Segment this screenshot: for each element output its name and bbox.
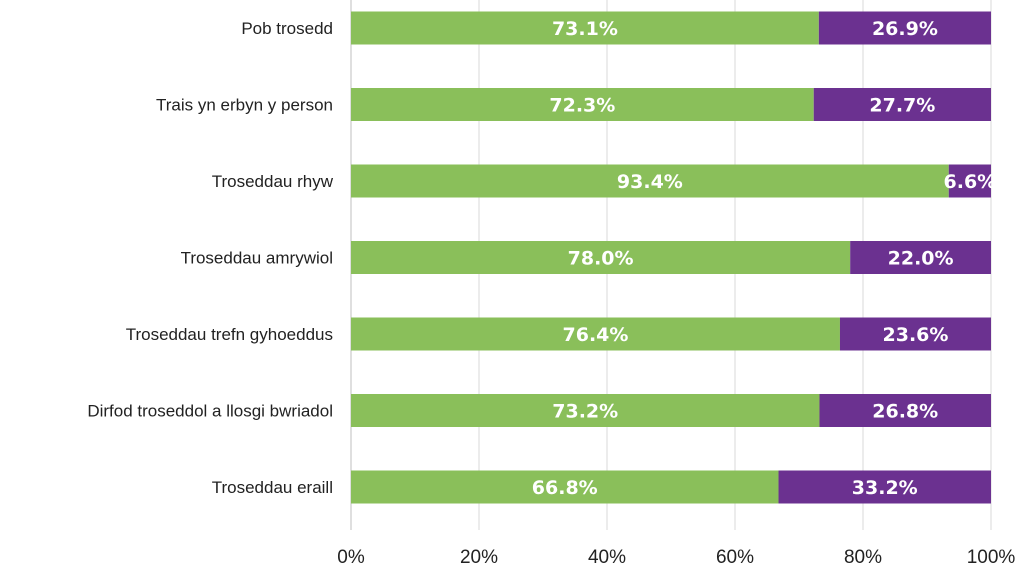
- labels-layer: 73.1% 26.9% 72.3% 27.7% 93.4% 6.6% 78.0% 22.0% 7…: [532, 18, 996, 499]
- bar-segment-series-1: [351, 394, 820, 427]
- bar-segment-series-1: [351, 11, 819, 45]
- data-label: 93.4%: [617, 171, 683, 193]
- data-label: 6.6%: [944, 171, 997, 193]
- bars-layer: [351, 11, 991, 504]
- bar-segment-series-2: [818, 11, 991, 45]
- x-tick-label: 60%: [716, 547, 754, 568]
- data-label: 73.1%: [552, 18, 618, 40]
- category-label: Trais yn erbyn y person: [156, 96, 333, 115]
- x-axis-tick-labels: 0% 20% 40% 60% 80% 100%: [337, 547, 1015, 568]
- data-label: 27.7%: [869, 95, 935, 117]
- category-label: Pob trosedd: [241, 19, 333, 38]
- data-label: 33.2%: [852, 477, 918, 499]
- x-tick-label: 100%: [967, 547, 1016, 568]
- data-label: 72.3%: [549, 95, 615, 117]
- bar-segment-series-1: [351, 241, 851, 274]
- data-label: 66.8%: [532, 477, 598, 499]
- data-label: 73.2%: [552, 401, 618, 423]
- x-tick-label: 20%: [460, 547, 498, 568]
- bar-segment-series-1: [351, 317, 840, 351]
- category-label: Troseddau trefn gyhoeddus: [126, 325, 333, 344]
- bar-segment-series-1: [351, 470, 779, 504]
- data-label: 26.8%: [872, 401, 938, 423]
- data-label: 26.9%: [872, 18, 938, 40]
- x-tick-label: 0%: [337, 547, 365, 568]
- category-label: Troseddau rhyw: [212, 172, 334, 191]
- bar-segment-series-2: [948, 164, 991, 198]
- data-label: 22.0%: [888, 248, 954, 270]
- bar-segment-series-2: [778, 470, 991, 504]
- x-tick-label: 80%: [844, 547, 882, 568]
- data-label: 76.4%: [563, 324, 629, 346]
- category-label: Troseddau amrywiol: [181, 249, 333, 268]
- x-tick-label: 40%: [588, 547, 626, 568]
- bar-segment-series-2: [819, 394, 991, 427]
- category-label: Troseddau eraill: [212, 478, 333, 497]
- category-labels: Pob trosedd Trais yn erbyn y person Trosed…: [87, 19, 333, 497]
- data-label: 23.6%: [883, 324, 949, 346]
- data-label: 78.0%: [568, 248, 634, 270]
- bar-segment-series-2: [850, 241, 991, 274]
- bar-segment-series-2: [839, 317, 991, 351]
- bar-segment-series-2: [813, 88, 991, 121]
- category-label: Dirfod troseddol a llosgi bwriadol: [87, 402, 333, 421]
- bar-segment-series-1: [351, 88, 814, 121]
- bar-segment-series-1: [351, 164, 949, 198]
